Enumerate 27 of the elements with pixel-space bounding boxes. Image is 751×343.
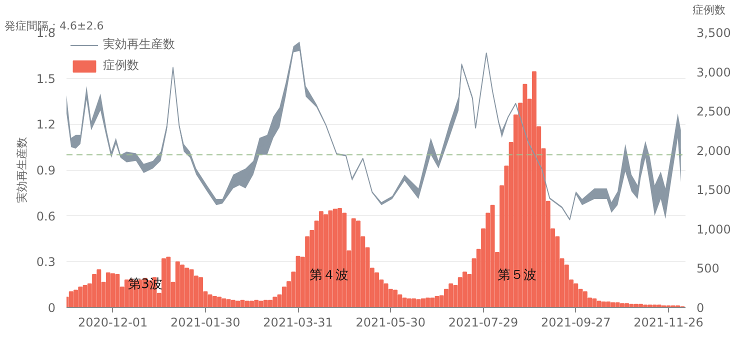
y-tick-label: 1.5 [36, 72, 56, 86]
annotation: 第４波 [309, 268, 348, 283]
x-tick-label: 2021-11-26 [634, 316, 704, 330]
y-tick-label: 0.3 [36, 255, 56, 270]
x-tick-label: 2020-12-01 [78, 316, 148, 330]
y2-tick-label: 2,500 [696, 104, 731, 119]
y2-axis-title: 症例数 [692, 4, 726, 16]
y2-tick-label: 1,000 [696, 222, 731, 236]
y2-tick-label: 3,000 [696, 65, 731, 80]
y2-tick-label: 2,000 [696, 144, 731, 158]
x-tick-label: 2021-07-29 [448, 316, 518, 330]
annotation: 第５波 [498, 268, 537, 283]
y-axis-title: 実効再生産数 [15, 137, 28, 203]
y2-tick-label: 0 [696, 301, 704, 315]
y-tick-label: 0.9 [36, 164, 56, 178]
y2-tick-label: 3,500 [696, 26, 731, 40]
y-tick-label: 0 [48, 301, 56, 315]
y2-tick-label: 500 [696, 262, 720, 276]
y-tick-label: 0.6 [36, 209, 56, 224]
x-tick-label: 2021-03-31 [263, 316, 333, 330]
x-tick-label: 2021-05-30 [356, 316, 426, 330]
legend-label: 症例数 [103, 57, 139, 74]
x-tick-label: 2021-01-30 [170, 316, 240, 330]
y2-tick-label: 1,500 [696, 183, 731, 198]
legend-label: 実効再生産数 [103, 36, 175, 53]
y-tick-label: 1.2 [36, 118, 56, 132]
x-tick-label: 2021-09-27 [541, 316, 611, 330]
